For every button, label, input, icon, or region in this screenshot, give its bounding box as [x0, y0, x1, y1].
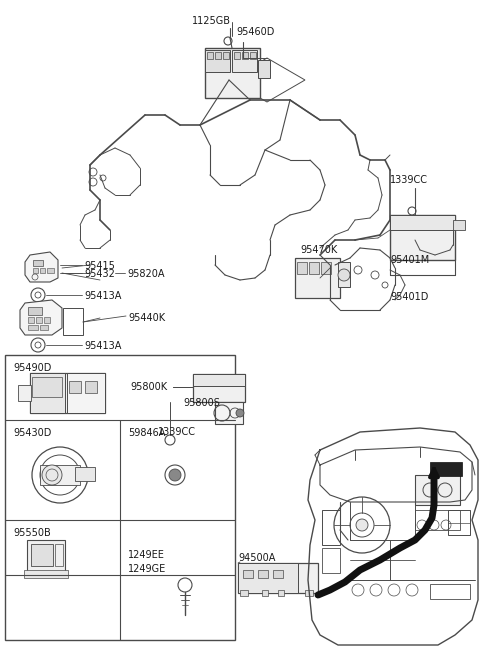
Bar — [69, 381, 81, 393]
Text: 95413A: 95413A — [84, 291, 121, 301]
Text: 95440K: 95440K — [128, 313, 165, 323]
Bar — [30, 373, 65, 413]
Bar — [238, 563, 318, 593]
Text: 1249GE: 1249GE — [128, 564, 166, 574]
Bar — [31, 544, 53, 566]
Bar — [75, 467, 95, 481]
Bar — [258, 570, 268, 578]
Bar — [258, 60, 270, 78]
Text: 1339CC: 1339CC — [158, 427, 196, 437]
Circle shape — [236, 409, 244, 417]
Text: 95470K: 95470K — [300, 245, 337, 255]
Bar — [232, 50, 257, 72]
Text: 95432: 95432 — [84, 269, 115, 279]
Bar — [40, 268, 45, 273]
Text: 95800K: 95800K — [130, 382, 167, 392]
Text: 95415: 95415 — [84, 261, 115, 271]
Polygon shape — [25, 252, 58, 282]
Text: 95460D: 95460D — [236, 27, 275, 37]
Bar — [215, 402, 243, 424]
Text: 95550B: 95550B — [13, 528, 51, 538]
Bar — [430, 462, 462, 476]
Bar — [262, 590, 268, 596]
Bar — [273, 570, 283, 578]
Text: 59846A: 59846A — [128, 428, 166, 438]
Circle shape — [338, 269, 350, 281]
Bar — [33, 260, 43, 266]
Bar — [193, 374, 245, 402]
Bar — [44, 317, 50, 323]
Circle shape — [356, 519, 368, 531]
Bar — [215, 52, 221, 59]
Bar — [28, 317, 34, 323]
Text: 1339CC: 1339CC — [390, 175, 428, 185]
Bar — [250, 52, 256, 59]
Bar — [322, 548, 340, 573]
Bar — [223, 52, 229, 59]
Bar — [305, 590, 313, 596]
Text: 95800S: 95800S — [183, 398, 220, 408]
Bar — [36, 317, 42, 323]
Bar — [40, 465, 80, 485]
Text: 94500A: 94500A — [238, 553, 276, 563]
Bar — [40, 325, 48, 330]
Text: 95401D: 95401D — [390, 292, 428, 302]
Bar — [55, 544, 63, 566]
Circle shape — [169, 469, 181, 481]
Bar — [321, 262, 331, 274]
Text: 95413A: 95413A — [84, 341, 121, 351]
Text: 95430D: 95430D — [13, 428, 51, 438]
Bar — [448, 510, 470, 535]
Bar — [193, 374, 245, 386]
Text: 1125GB: 1125GB — [192, 16, 231, 26]
Bar — [430, 584, 470, 599]
Bar — [338, 262, 350, 287]
Bar — [33, 268, 38, 273]
Bar — [85, 381, 97, 393]
Bar — [28, 307, 42, 315]
Text: 95401M: 95401M — [390, 255, 429, 265]
Bar — [295, 258, 340, 298]
Bar — [67, 373, 105, 413]
Bar — [243, 570, 253, 578]
Bar — [390, 215, 455, 260]
Bar — [415, 475, 460, 505]
Bar — [415, 510, 460, 530]
Bar — [322, 510, 340, 545]
Bar — [453, 220, 465, 230]
Bar — [5, 355, 235, 640]
Bar — [47, 268, 54, 273]
Text: 95490D: 95490D — [13, 363, 51, 373]
Bar — [238, 563, 298, 593]
Bar — [309, 262, 319, 274]
Bar — [207, 52, 213, 59]
Bar — [205, 50, 230, 72]
Bar — [240, 590, 248, 596]
Bar — [24, 570, 68, 578]
Bar — [390, 215, 455, 230]
Polygon shape — [20, 300, 62, 335]
Bar — [242, 52, 248, 59]
Text: 95820A: 95820A — [127, 269, 165, 279]
Bar — [18, 385, 31, 401]
Bar — [297, 262, 307, 274]
Bar — [30, 373, 105, 413]
Text: 1249EE: 1249EE — [128, 550, 165, 560]
Bar — [27, 540, 65, 575]
Bar — [32, 377, 62, 397]
Bar — [205, 48, 260, 98]
Bar — [234, 52, 240, 59]
Circle shape — [42, 465, 62, 485]
Bar — [63, 308, 83, 335]
Bar — [28, 325, 38, 330]
Bar — [278, 590, 284, 596]
